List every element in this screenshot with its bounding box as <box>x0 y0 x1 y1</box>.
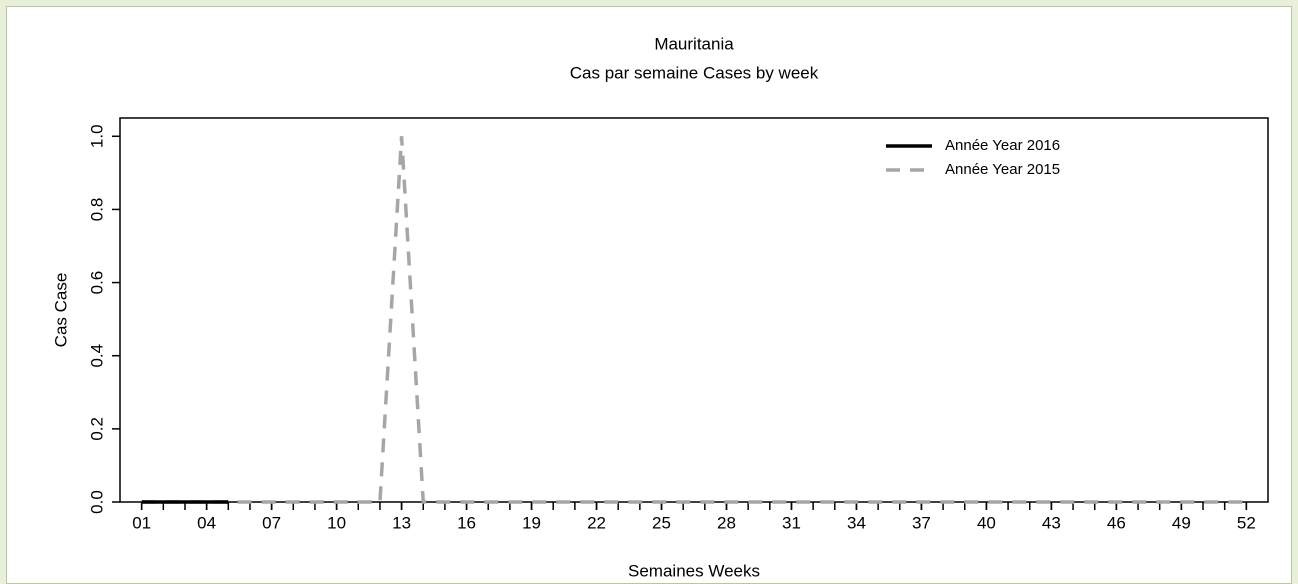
y-tick-label: 0.2 <box>87 417 106 441</box>
x-tick-label: 49 <box>1172 513 1191 532</box>
chart-title: Mauritania <box>654 34 734 53</box>
x-tick-label: 31 <box>782 513 801 532</box>
chart-subtitle: Cas par semaine Cases by week <box>570 63 819 82</box>
x-tick-label: 07 <box>262 513 281 532</box>
legend-label: Année Year 2015 <box>945 161 1060 178</box>
y-tick-label: 0.4 <box>87 344 106 368</box>
x-tick-label: 52 <box>1237 513 1256 532</box>
series-line <box>141 136 1247 504</box>
y-axis-label: Cas Case <box>51 273 70 348</box>
x-tick-label: 10 <box>327 513 346 532</box>
x-tick-label: 43 <box>1042 513 1061 532</box>
x-axis-label: Semaines Weeks <box>628 561 760 580</box>
y-tick-label: 0.0 <box>87 490 106 514</box>
x-tick-label: 40 <box>977 513 996 532</box>
y-tick-label: 0.6 <box>87 271 106 295</box>
x-tick-label: 16 <box>457 513 476 532</box>
x-tick-label: 01 <box>132 513 151 532</box>
panel <box>6 6 1292 584</box>
x-tick-label: 46 <box>1107 513 1126 532</box>
x-tick-label: 13 <box>392 513 411 532</box>
y-tick-label: 0.8 <box>87 198 106 222</box>
x-tick-label: 34 <box>847 513 866 532</box>
plot-frame <box>119 117 1269 503</box>
x-tick-label: 25 <box>652 513 671 532</box>
x-tick-label: 19 <box>522 513 541 532</box>
x-tick-label: 28 <box>717 513 736 532</box>
x-tick-label: 37 <box>912 513 931 532</box>
x-tick-label: 22 <box>587 513 606 532</box>
y-tick-label: 1.0 <box>87 124 106 148</box>
x-tick-label: 04 <box>197 513 216 532</box>
legend-label: Année Year 2016 <box>945 137 1060 154</box>
